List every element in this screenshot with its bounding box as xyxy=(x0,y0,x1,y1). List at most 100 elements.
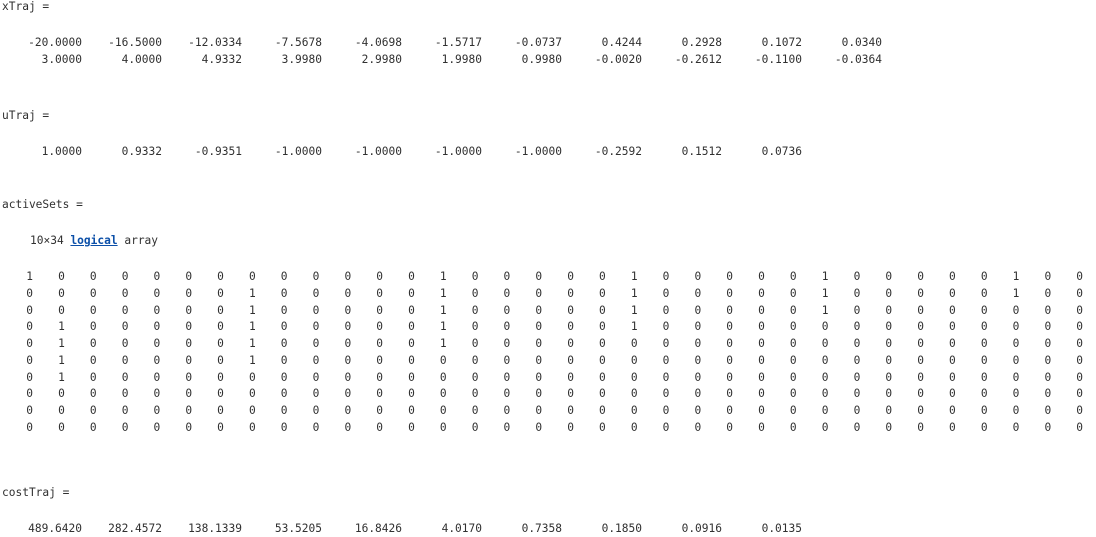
logical-cell: 0 xyxy=(630,337,638,350)
logical-cell: 0 xyxy=(726,286,734,300)
logical-cell: 0 xyxy=(821,320,829,334)
logical-cell: 0 xyxy=(949,370,956,384)
logical-cell: 0 xyxy=(26,353,33,367)
logical-cell: 0 xyxy=(1044,303,1052,317)
logical-cell: 0 xyxy=(121,420,129,434)
logical-cell: 0 xyxy=(789,353,797,367)
logical-row: 0 0 0 0 0 0 0 0 0 0 0 0 0 0 0 0 0 0 0 0 0 0 0 0 0 0 0 0 0 0 0 0 0 0 xyxy=(0,404,1096,418)
matrix-cell: -0.0364 xyxy=(834,53,882,66)
logical-cell: 0 xyxy=(980,370,988,384)
logical-row: 0 0 0 0 0 0 0 1 0 0 0 0 0 1 0 0 0 0 0 1 0 0 0 0 0 1 0 0 0 0 0 0 0 0 xyxy=(0,304,1096,318)
logical-cell: 0 xyxy=(376,404,384,417)
logical-cell: 0 xyxy=(726,303,734,317)
logical-cell: 0 xyxy=(662,353,670,367)
logical-type-link[interactable]: logical xyxy=(70,234,118,247)
logical-cell: 0 xyxy=(376,286,384,300)
logical-cell: 0 xyxy=(694,337,702,350)
logical-cell: 0 xyxy=(885,320,893,334)
logical-cell: 1 xyxy=(248,337,256,350)
logical-cell: 0 xyxy=(26,370,33,384)
logical-cell: 1 xyxy=(58,353,65,367)
matrix-cell: 0.2928 xyxy=(681,36,722,49)
logical-cell: 0 xyxy=(503,337,511,350)
logical-cell: 1 xyxy=(248,320,256,334)
logical-cell: 0 xyxy=(980,420,988,434)
logical-cell: 0 xyxy=(1076,270,1084,283)
matrix-cell: -1.0000 xyxy=(434,145,482,158)
logical-cell: 0 xyxy=(408,420,415,434)
logical-cell: 0 xyxy=(885,387,893,401)
logical-cell: 0 xyxy=(630,353,638,367)
matrix-cell: 2.9980 xyxy=(361,53,402,66)
logical-cell: 0 xyxy=(630,387,638,401)
logical-cell: 0 xyxy=(312,404,320,417)
logical-cell: 0 xyxy=(217,337,224,350)
logical-cell: 0 xyxy=(1076,337,1084,350)
logical-cell: 0 xyxy=(89,270,97,283)
logical-cell: 1 xyxy=(821,303,829,317)
logical-cell: 0 xyxy=(280,337,288,350)
logical-cell: 0 xyxy=(694,270,702,283)
logical-cell: 0 xyxy=(1012,420,1020,434)
logical-cell: 0 xyxy=(599,370,606,384)
logical-cell: 0 xyxy=(1012,387,1020,401)
logical-cell: 0 xyxy=(439,404,447,417)
logical-cell: 0 xyxy=(535,270,543,283)
xtraj-header: xTraj = xyxy=(2,0,50,13)
logical-cell: 0 xyxy=(758,270,765,283)
logical-cell: 0 xyxy=(821,337,829,350)
logical-cell: 0 xyxy=(758,370,765,384)
logical-cell: 0 xyxy=(217,404,224,417)
logical-cell: 1 xyxy=(630,320,638,334)
logical-cell: 0 xyxy=(630,370,638,384)
logical-cell: 0 xyxy=(248,404,256,417)
logical-cell: 0 xyxy=(726,320,734,334)
logical-cell: 0 xyxy=(185,370,193,384)
logical-cell: 0 xyxy=(344,404,352,417)
matrix-cell: 0.0916 xyxy=(681,522,722,535)
logical-cell: 0 xyxy=(949,270,956,283)
logical-cell: 0 xyxy=(917,320,924,334)
logical-cell: 0 xyxy=(1076,320,1084,334)
matrix-cell: 0.9332 xyxy=(121,145,162,158)
logical-cell: 0 xyxy=(408,320,415,334)
logical-cell: 1 xyxy=(630,270,638,283)
logical-cell: 0 xyxy=(376,303,384,317)
logical-cell: 0 xyxy=(789,320,797,334)
matrix-cell: 138.1339 xyxy=(188,522,242,535)
logical-cell: 0 xyxy=(1044,270,1052,283)
logical-cell: 0 xyxy=(726,420,734,434)
logical-cell: 0 xyxy=(567,420,574,434)
logical-cell: 0 xyxy=(599,387,606,401)
logical-cell: 0 xyxy=(376,320,384,334)
logical-cell: 0 xyxy=(630,420,638,434)
logical-cell: 0 xyxy=(280,353,288,367)
logical-cell: 0 xyxy=(662,286,670,300)
logical-cell: 1 xyxy=(439,320,447,334)
logical-cell: 0 xyxy=(789,387,797,401)
logical-cell: 0 xyxy=(344,387,352,401)
logical-cell: 0 xyxy=(694,303,702,317)
logical-cell: 0 xyxy=(694,320,702,334)
logical-cell: 0 xyxy=(503,320,511,334)
logical-cell: 0 xyxy=(121,370,129,384)
logical-cell: 0 xyxy=(949,303,956,317)
logical-cell: 0 xyxy=(153,353,161,367)
logical-row: 0 0 0 0 0 0 0 0 0 0 0 0 0 0 0 0 0 0 0 0 0 0 0 0 0 0 0 0 0 0 0 0 0 0 xyxy=(0,387,1096,401)
logical-cell: 1 xyxy=(630,286,638,300)
logical-cell: 0 xyxy=(121,337,129,350)
logical-cell: 0 xyxy=(280,320,288,334)
logical-cell: 0 xyxy=(89,387,97,401)
logical-cell: 0 xyxy=(408,303,415,317)
logical-cell: 0 xyxy=(312,420,320,434)
logical-cell: 0 xyxy=(726,370,734,384)
logical-cell: 0 xyxy=(344,320,352,334)
matrix-cell: -1.0000 xyxy=(274,145,322,158)
logical-cell: 0 xyxy=(121,387,129,401)
logical-cell: 0 xyxy=(949,420,956,434)
logical-cell: 0 xyxy=(599,320,606,334)
logical-cell: 0 xyxy=(662,370,670,384)
matrix-cell: -0.2612 xyxy=(674,53,722,66)
logical-cell: 1 xyxy=(439,337,447,350)
logical-cell: 0 xyxy=(1044,320,1052,334)
